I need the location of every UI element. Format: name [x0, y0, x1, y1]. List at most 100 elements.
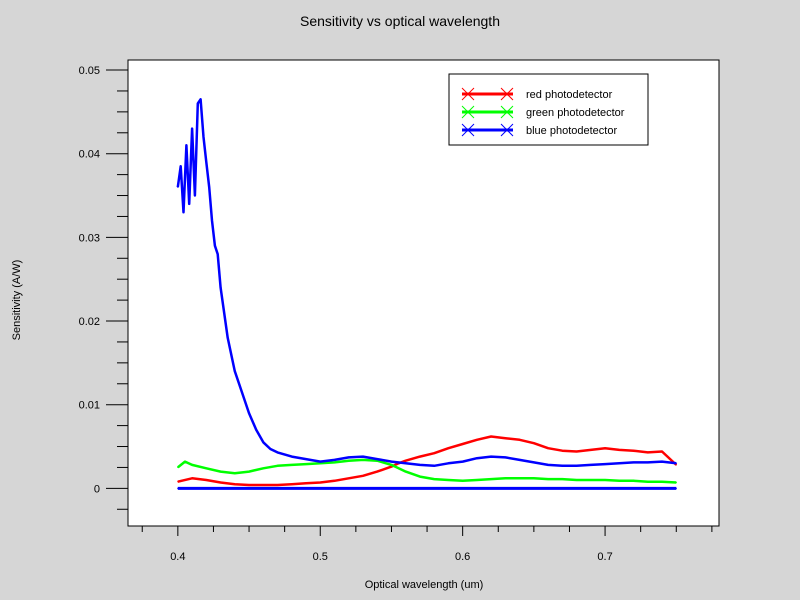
y-tick-label: 0.01: [79, 400, 100, 412]
data-point: [234, 472, 236, 474]
data-point: [462, 480, 464, 482]
data-point: [202, 136, 205, 138]
data-point: [276, 465, 279, 467]
legend-marker: [500, 105, 514, 119]
data-point: [291, 456, 293, 458]
data-point: [205, 467, 207, 469]
data-point: [405, 471, 407, 473]
data-point: [590, 449, 592, 451]
data-point: [305, 463, 307, 465]
data-point: [504, 456, 506, 458]
data-point: [348, 460, 350, 462]
data-point: [362, 456, 364, 458]
data-point: [217, 253, 219, 255]
data-point: [590, 479, 592, 481]
data-point: [291, 483, 293, 485]
x-axis-label: Optical wavelength (um): [365, 579, 484, 591]
data-point: [177, 466, 179, 468]
data-point: [462, 443, 464, 445]
x-tick-label: 0.5: [313, 551, 328, 563]
data-point: [276, 451, 279, 453]
data-point: [675, 464, 677, 466]
data-point: [177, 186, 179, 188]
data-point: [362, 475, 364, 477]
data-point: [191, 477, 193, 479]
data-point: [291, 464, 293, 466]
data-point: [633, 480, 635, 482]
data-point: [333, 461, 336, 463]
data-point: [633, 461, 635, 463]
data-point: [647, 461, 649, 463]
data-point: [618, 480, 620, 482]
legend-marker: [500, 87, 514, 101]
data-point: [248, 471, 250, 473]
data-point: [504, 477, 506, 479]
data-point: [241, 391, 243, 393]
data-point: [319, 461, 321, 463]
data-point: [205, 479, 207, 481]
data-point: [547, 447, 549, 449]
data-point: [661, 481, 663, 483]
legend-entry-label: green photodetector: [526, 107, 625, 119]
data-point: [447, 479, 449, 481]
data-point: [419, 456, 421, 458]
data-point: [490, 478, 492, 480]
data-point: [447, 462, 449, 464]
data-point: [205, 161, 207, 163]
y-tick-label: 0.04: [79, 149, 100, 161]
data-point: [177, 487, 179, 489]
data-point: [220, 481, 222, 484]
data-point: [319, 481, 321, 484]
data-point: [180, 165, 182, 167]
data-point: [262, 441, 264, 443]
data-point: [194, 194, 196, 197]
data-point: [519, 459, 521, 461]
data-point: [433, 478, 435, 480]
data-point: [191, 128, 193, 130]
legend: red photodetector green photodetector blue…: [448, 73, 649, 146]
data-point: [182, 211, 185, 213]
series-group: [176, 98, 678, 490]
data-point: [177, 481, 179, 483]
data-point: [220, 287, 222, 289]
x-tick-label: 0.4: [170, 551, 185, 563]
data-point: [405, 460, 407, 462]
legend-marker: [461, 123, 475, 137]
legend-marker: [500, 123, 514, 137]
y-tick-label: 0.02: [79, 316, 100, 328]
axes: 0 0.01 0.02 0.03 0.04 0.05 0.4 0.5 0.6 0.7: [79, 65, 713, 563]
data-point: [362, 459, 364, 461]
data-point: [208, 186, 210, 188]
data-point: [618, 462, 620, 464]
data-point: [533, 442, 535, 444]
data-point: [661, 450, 663, 453]
y-tick-label: 0.03: [79, 232, 100, 244]
data-point: [547, 464, 549, 466]
data-point: [476, 479, 478, 481]
data-point: [348, 456, 350, 458]
data-point: [561, 450, 563, 452]
data-point: [476, 439, 478, 441]
data-point: [533, 477, 535, 479]
data-point: [519, 439, 521, 441]
data-point: [262, 467, 264, 469]
data-point: [234, 483, 236, 485]
y-tick-label: 0: [94, 483, 100, 495]
data-point: [647, 451, 649, 453]
x-tick-label: 0.6: [455, 551, 470, 563]
data-point: [490, 456, 492, 458]
data-point: [390, 464, 393, 466]
chart-title: Sensitivity vs optical wavelength: [300, 13, 500, 29]
data-point: [185, 144, 187, 146]
data-point: [576, 479, 578, 481]
legend-marker: [461, 87, 475, 101]
data-point: [234, 370, 236, 372]
data-point: [419, 476, 421, 478]
legend-entry-label: blue photodetector: [526, 125, 617, 137]
legend-entry-label: red photodetector: [526, 89, 613, 101]
data-point: [533, 461, 535, 463]
data-point: [675, 462, 677, 464]
data-point: [604, 479, 606, 481]
data-point: [419, 464, 421, 466]
data-point: [576, 465, 578, 467]
